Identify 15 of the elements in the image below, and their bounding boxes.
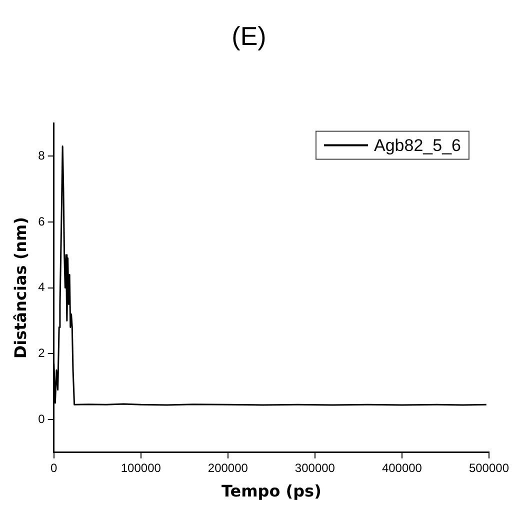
y-tick-label: 4	[38, 280, 46, 294]
x-axis-title: Tempo (ps)	[221, 482, 322, 501]
x-tick-label: 0	[50, 460, 58, 475]
x-tick-label: 100000	[120, 460, 162, 475]
x-tick-label: 300000	[294, 460, 336, 475]
x-tick-label: 400000	[382, 460, 422, 475]
chart-title: (E)	[232, 20, 266, 51]
y-tick-label: 6	[38, 214, 46, 228]
y-axis-title: Distâncias (nm)	[10, 216, 30, 359]
y-tick-label: 2	[38, 346, 46, 360]
legend-label: Agb82_5_6	[374, 136, 461, 155]
y-tick-label: 8	[38, 148, 46, 162]
x-tick-label: 500000	[468, 460, 510, 475]
x-tick-label: 200000	[208, 460, 248, 475]
y-tick-label: 0	[38, 412, 46, 426]
